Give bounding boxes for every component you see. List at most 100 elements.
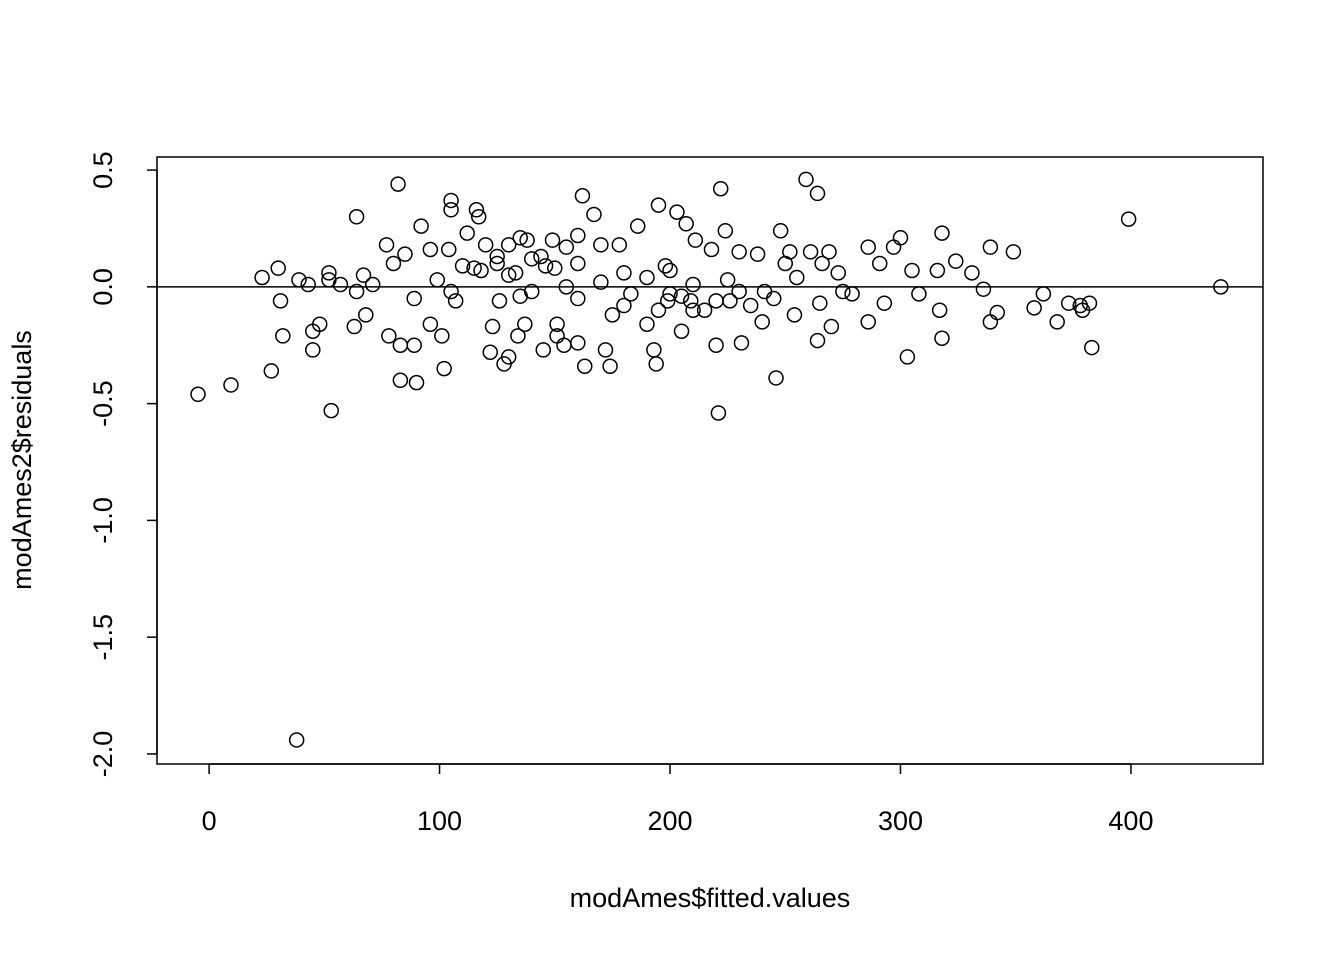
- point: [662, 262, 678, 279]
- x-tick-label: 200: [647, 806, 692, 836]
- point: [381, 328, 397, 344]
- point: [597, 342, 614, 358]
- point: [500, 267, 517, 283]
- point: [570, 255, 586, 272]
- point: [782, 244, 798, 260]
- y-tick-label: -1.5: [88, 614, 118, 661]
- point: [892, 230, 909, 246]
- point: [646, 342, 662, 358]
- point: [616, 297, 632, 314]
- point: [860, 314, 876, 330]
- point: [708, 293, 724, 309]
- point: [517, 316, 533, 332]
- point: [650, 197, 667, 213]
- point: [885, 239, 902, 255]
- point: [669, 204, 685, 220]
- point: [1005, 244, 1022, 260]
- point: [223, 377, 239, 393]
- point: [346, 318, 363, 335]
- point: [657, 258, 674, 274]
- point: [190, 386, 206, 403]
- point: [523, 251, 540, 267]
- point: [570, 290, 586, 307]
- y-tick-label: -0.5: [88, 380, 118, 427]
- point: [696, 302, 713, 318]
- point: [911, 286, 927, 302]
- point: [731, 283, 747, 300]
- point: [710, 405, 727, 421]
- point: [473, 262, 489, 279]
- point: [593, 274, 609, 290]
- point: [443, 283, 459, 300]
- point: [703, 241, 720, 258]
- point: [544, 232, 561, 248]
- point: [586, 206, 602, 223]
- point: [549, 316, 565, 332]
- point: [533, 248, 549, 265]
- point: [470, 209, 487, 225]
- point: [422, 241, 439, 258]
- point: [719, 272, 736, 288]
- point: [547, 260, 563, 276]
- point: [989, 304, 1006, 321]
- point: [489, 255, 505, 272]
- point: [348, 209, 365, 225]
- point: [441, 241, 457, 258]
- point: [685, 276, 701, 293]
- point: [814, 255, 830, 272]
- point: [687, 232, 704, 248]
- point: [1213, 279, 1229, 295]
- point: [1120, 211, 1137, 227]
- point: [272, 293, 289, 309]
- point: [659, 293, 676, 309]
- point: [537, 258, 554, 274]
- point: [406, 290, 422, 307]
- point: [385, 255, 402, 272]
- point: [408, 374, 425, 391]
- point: [662, 286, 678, 302]
- point: [300, 276, 316, 293]
- point: [390, 176, 406, 192]
- point: [934, 330, 950, 346]
- point: [422, 316, 439, 332]
- point: [434, 328, 450, 344]
- point: [678, 216, 694, 232]
- point: [275, 328, 291, 344]
- point: [639, 316, 655, 332]
- point: [454, 258, 471, 274]
- point: [611, 237, 628, 253]
- point: [484, 318, 501, 335]
- point: [436, 360, 452, 377]
- point: [291, 272, 307, 288]
- point: [332, 276, 349, 293]
- point: [673, 323, 690, 339]
- point: [812, 295, 828, 311]
- point: [712, 181, 729, 197]
- point: [512, 288, 528, 304]
- point: [535, 342, 552, 358]
- point: [754, 314, 770, 330]
- x-axis-title: modAmes$fitted.values: [570, 883, 851, 913]
- point: [305, 342, 321, 358]
- point: [558, 279, 575, 295]
- point: [468, 202, 485, 218]
- point: [466, 260, 482, 276]
- point: [948, 253, 964, 269]
- point: [570, 227, 586, 244]
- point: [931, 302, 948, 318]
- point: [648, 356, 664, 372]
- point: [482, 344, 499, 360]
- point: [786, 307, 803, 323]
- point: [871, 255, 888, 272]
- plot-frame: [156, 156, 1264, 765]
- point: [447, 293, 464, 309]
- point: [929, 262, 946, 279]
- point: [500, 349, 517, 365]
- point: [821, 244, 837, 260]
- point: [765, 290, 782, 307]
- x-tick-label: 0: [202, 806, 217, 836]
- point: [358, 307, 374, 323]
- x-tick-label: 400: [1108, 806, 1153, 836]
- point: [904, 262, 920, 279]
- point: [616, 265, 632, 281]
